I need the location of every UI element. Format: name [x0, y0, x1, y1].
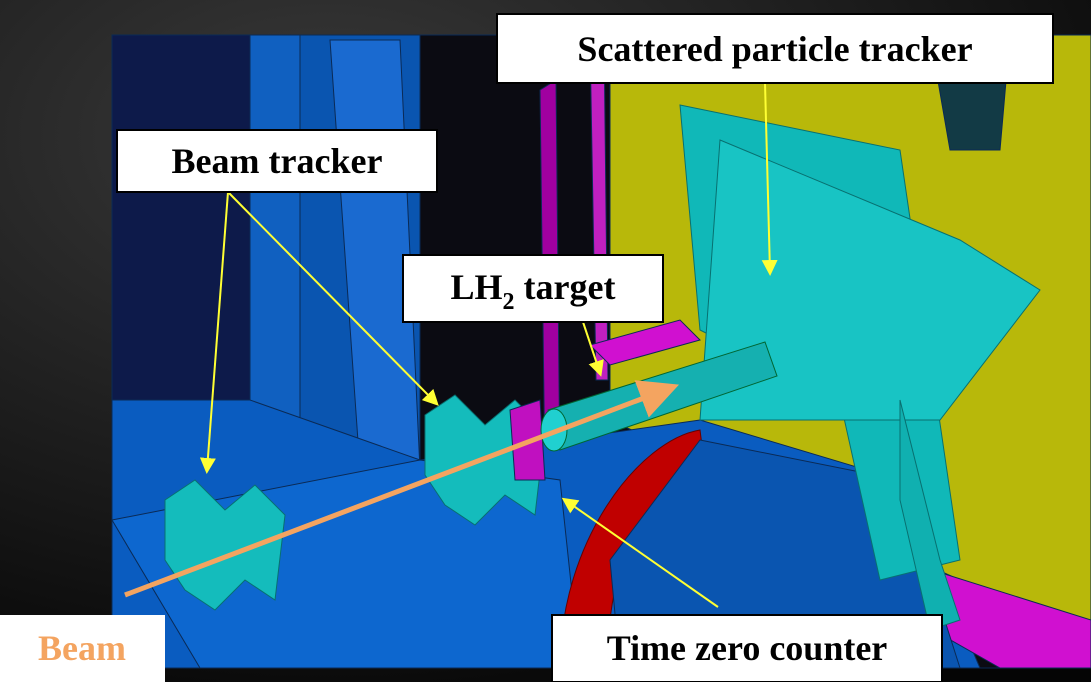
- slide: Scattered particle tracker Beam tracker …: [0, 0, 1091, 682]
- target-sub: 2: [503, 289, 515, 315]
- beam-tracker-label: Beam tracker: [172, 141, 383, 181]
- target-main: LH: [451, 267, 503, 307]
- scattered-tracker-label: Scattered particle tracker: [577, 29, 972, 69]
- time-zero-label: Time zero counter: [607, 628, 888, 668]
- page: Scattered particle tracker Beam tracker …: [0, 0, 1091, 682]
- target-rest: target: [515, 267, 616, 307]
- beam-label: Beam: [38, 628, 126, 668]
